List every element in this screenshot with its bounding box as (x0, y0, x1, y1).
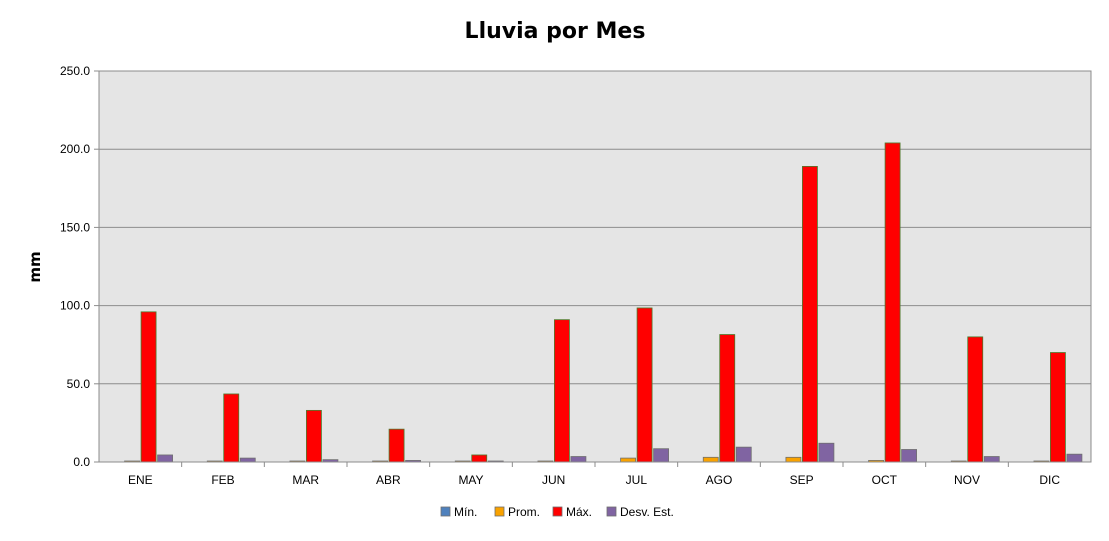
bar-jul-3 (653, 448, 669, 463)
bar-ene-2 (140, 311, 157, 463)
bar-ene-3 (157, 454, 173, 463)
legend-label-1: Prom. (508, 505, 540, 519)
bar-oct-2 (884, 142, 901, 463)
legend-swatch-3 (606, 506, 617, 517)
bar-nov-3 (983, 456, 1000, 463)
x-tick-label: AGO (706, 473, 733, 487)
legend-label-2: Máx. (566, 505, 592, 519)
x-tick-label: ABR (376, 473, 401, 487)
x-tick-label: NOV (954, 473, 980, 487)
bar-jul-1 (620, 457, 636, 463)
bar-feb-2 (223, 393, 240, 463)
bar-dic-3 (1066, 453, 1083, 463)
legend-label-0: Mín. (454, 505, 477, 519)
bar-feb-3 (239, 457, 256, 463)
bar-jun-3 (570, 456, 587, 463)
x-tick-label: ENE (128, 473, 153, 487)
legend-label-3: Desv. Est. (620, 505, 674, 519)
y-axis-ticks: 0.0 50.0 100.0 150.0 200.0 250.0 (60, 64, 99, 469)
y-tick-label: 50.0 (67, 377, 91, 391)
y-tick-label: 100.0 (60, 299, 90, 313)
x-tick-label: DIC (1039, 473, 1060, 487)
bar-ago-3 (735, 446, 752, 463)
bar-oct-3 (901, 449, 917, 463)
bar-nov-2 (967, 336, 984, 463)
chart-title: Lluvia por Mes (465, 19, 646, 44)
bar-mar-2 (306, 409, 322, 463)
y-tick-label: 200.0 (60, 142, 90, 156)
bar-jul-2 (636, 307, 653, 463)
x-tick-label: MAR (292, 473, 319, 487)
bar-dic-2 (1050, 352, 1066, 463)
x-axis-categories: ENE FEB MAR ABR MAY JUN JUL AGO SEP OCT NOV DIC (128, 462, 1060, 487)
plot-area (98, 70, 1092, 463)
x-tick-label: SEP (790, 473, 814, 487)
legend-swatch-2 (552, 506, 563, 517)
x-tick-label: FEB (211, 473, 234, 487)
bar-abr-2 (388, 428, 405, 463)
gridlines (99, 70, 1091, 385)
bar-ago-1 (702, 456, 719, 463)
bar-jun-2 (554, 319, 570, 463)
legend: Mín. Prom. Máx. Desv. Est. (440, 505, 674, 519)
legend-swatch-0 (440, 506, 451, 517)
y-axis-label: mm (26, 251, 44, 282)
x-tick-label: JUL (626, 473, 648, 487)
x-tick-label: OCT (872, 473, 898, 487)
x-tick-label: MAY (458, 473, 483, 487)
y-tick-label: 150.0 (60, 220, 90, 234)
bar-sep-1 (785, 456, 802, 463)
y-tick-label: 250.0 (60, 64, 90, 78)
x-tick-label: JUN (542, 473, 565, 487)
bar-ago-2 (719, 334, 736, 463)
legend-swatch-1 (494, 506, 505, 517)
bar-sep-3 (818, 442, 835, 463)
bar-sep-2 (802, 166, 818, 463)
y-tick-label: 0.0 (73, 455, 90, 469)
bars (124, 142, 1083, 463)
bar-may-2 (471, 454, 488, 463)
